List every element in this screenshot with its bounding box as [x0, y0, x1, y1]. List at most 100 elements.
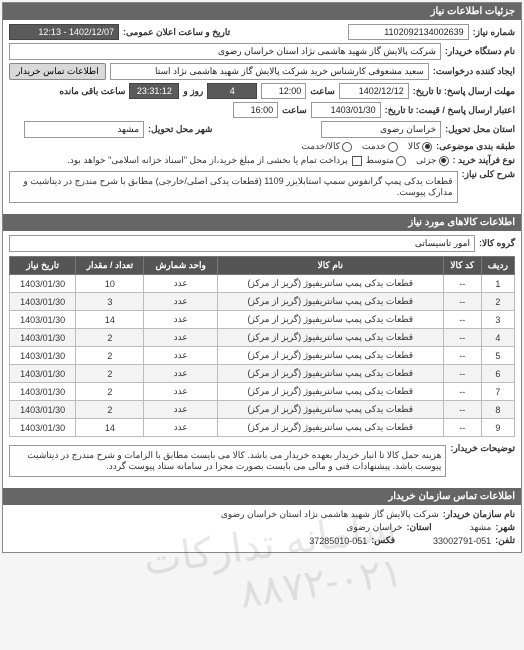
org-value: شرکت پالایش گاز شهید هاشمی نژاد استان خر…: [221, 509, 439, 520]
table-cell: عدد: [144, 365, 217, 383]
table-cell: عدد: [144, 419, 217, 437]
req-no-value: 1102092134002639: [348, 24, 468, 40]
proc-radio-group: جزئی متوسط: [366, 155, 449, 166]
proc-medium-radio[interactable]: متوسط: [366, 155, 406, 166]
goods-table: ردیفکد کالانام کالاواحد شمارشتعداد / مقد…: [9, 256, 515, 437]
notes-label: توضیحات خریدار:: [450, 443, 515, 454]
time-label-1: ساعت: [310, 86, 335, 97]
table-cell: قطعات یدکی پمپ سانتریفیوژ (گریز از مرکز): [217, 383, 443, 401]
city-value: مشهد: [24, 121, 144, 138]
buyer-value: شرکت پالایش گاز شهید هاشمی نژاد استان خر…: [9, 43, 441, 60]
table-row[interactable]: 2--قطعات یدکی پمپ سانتریفیوژ (گریز از مر…: [10, 293, 515, 311]
table-cell: قطعات یدکی پمپ سانتریفیوژ (گریز از مرکز): [217, 329, 443, 347]
table-cell: عدد: [144, 293, 217, 311]
buyer-label: نام دستگاه خریدار:: [445, 46, 515, 57]
table-row[interactable]: 7--قطعات یدکی پمپ سانتریفیوژ (گریز از مر…: [10, 383, 515, 401]
table-row[interactable]: 8--قطعات یدکی پمپ سانتریفیوژ (گریز از مر…: [10, 401, 515, 419]
pack-all-label: کالا: [408, 141, 420, 152]
proc-small-label: جزئی: [416, 155, 437, 166]
province-label: استان محل تحویل:: [445, 124, 515, 135]
proc-small-radio[interactable]: جزئی: [416, 155, 449, 166]
date-value: 1402/12/07 - 12:13: [9, 24, 119, 40]
goods-area: سامانه تدارکات ۰۲۱-۸۸۷۲ گروه کالا: امور …: [3, 231, 521, 488]
table-row[interactable]: 5--قطعات یدکی پمپ سانتریفیوژ (گریز از مر…: [10, 347, 515, 365]
table-cell: عدد: [144, 383, 217, 401]
table-cell: --: [443, 383, 481, 401]
table-cell: قطعات یدکی پمپ سانتریفیوژ (گریز از مرکز): [217, 419, 443, 437]
table-cell: 9: [481, 419, 514, 437]
footer-info: نام سازمان خریدار: شرکت پالایش گاز شهید …: [3, 505, 521, 552]
table-row[interactable]: 9--قطعات یدکی پمپ سانتریفیوژ (گریز از مر…: [10, 419, 515, 437]
proc-note: پرداخت تمام یا بخشی از مبلغ خرید،از محل …: [67, 155, 347, 166]
table-row[interactable]: 6--قطعات یدکی پمپ سانتریفیوژ (گریز از مر…: [10, 365, 515, 383]
table-cell: --: [443, 329, 481, 347]
table-cell: 1: [481, 275, 514, 293]
table-header: ردیف: [481, 257, 514, 275]
need-title-label: شرح کلی نیاز:: [462, 169, 515, 180]
radio-icon: [396, 156, 406, 166]
table-cell: 1403/01/30: [10, 275, 76, 293]
table-row[interactable]: 4--قطعات یدکی پمپ سانتریفیوژ (گریز از مر…: [10, 329, 515, 347]
table-cell: 14: [76, 419, 144, 437]
deadline-date: 1402/12/12: [339, 83, 409, 99]
table-cell: 6: [481, 365, 514, 383]
table-cell: قطعات یدکی پمپ سانتریفیوژ (گریز از مرکز): [217, 347, 443, 365]
quote-valid-date: 1403/01/30: [311, 102, 381, 118]
table-cell: 2: [76, 401, 144, 419]
table-cell: 1403/01/30: [10, 365, 76, 383]
radio-icon: [422, 142, 432, 152]
table-cell: عدد: [144, 275, 217, 293]
notes-value: هزینه حمل کالا تا انبار خریدار بعهده خری…: [9, 445, 446, 477]
table-row[interactable]: 1--قطعات یدکی پمپ سانتریفیوژ (گریز از مر…: [10, 275, 515, 293]
table-cell: 1403/01/30: [10, 419, 76, 437]
goods-header: اطلاعات کالاهای مورد نیاز: [3, 214, 521, 231]
table-cell: --: [443, 365, 481, 383]
table-cell: 1403/01/30: [10, 401, 76, 419]
table-cell: قطعات یدکی پمپ سانتریفیوژ (گریز از مرکز): [217, 311, 443, 329]
time-left: 23:31:12: [129, 83, 179, 99]
table-cell: قطعات یدکی پمپ سانتریفیوژ (گریز از مرکز): [217, 401, 443, 419]
table-cell: 1403/01/30: [10, 293, 76, 311]
pack-service-label: خدمت: [362, 141, 386, 152]
pack-all-radio[interactable]: کالا: [408, 141, 432, 152]
phone-value: 33002791-051: [433, 536, 491, 546]
table-cell: --: [443, 275, 481, 293]
table-cell: 3: [76, 293, 144, 311]
table-row[interactable]: 3--قطعات یدکی پمپ سانتریفیوژ (گریز از مر…: [10, 311, 515, 329]
table-cell: قطعات یدکی پمپ سانتریفیوژ (گریز از مرکز): [217, 365, 443, 383]
days-unit: روز و: [183, 86, 203, 97]
table-cell: 2: [76, 329, 144, 347]
table-cell: 1403/01/30: [10, 311, 76, 329]
pack-both-label: کالا/خدمت: [301, 141, 340, 152]
radio-icon: [439, 156, 449, 166]
phone-label: تلفن:: [495, 535, 515, 546]
deadline-time: 12:00: [261, 83, 306, 99]
group-label: گروه کالا:: [479, 238, 515, 249]
table-cell: --: [443, 401, 481, 419]
footer-province-label: استان:: [407, 522, 432, 533]
group-value: امور تاسیساتی: [9, 235, 475, 252]
pack-service-radio[interactable]: خدمت: [362, 141, 398, 152]
pack-radio-group: کالا خدمت کالا/خدمت: [301, 141, 432, 152]
requester-value: سعید مشعوفی کارشناس خرید شرکت پالایش گاز…: [110, 63, 429, 80]
table-header: تاریخ نیاز: [10, 257, 76, 275]
table-cell: 10: [76, 275, 144, 293]
form-area: شماره نیاز: 1102092134002639 تاریخ و ساع…: [3, 20, 521, 214]
main-panel: جزئیات اطلاعات نیاز شماره نیاز: 11020921…: [2, 2, 522, 553]
table-cell: قطعات یدکی پمپ سانتریفیوژ (گریز از مرکز): [217, 275, 443, 293]
pack-label: طبقه بندی موضوعی:: [436, 141, 515, 152]
table-cell: 8: [481, 401, 514, 419]
table-cell: 14: [76, 311, 144, 329]
req-no-label: شماره نیاز:: [473, 27, 515, 38]
table-cell: 2: [76, 383, 144, 401]
requester-label: ایجاد کننده درخواست:: [433, 66, 515, 77]
city-label: شهر محل تحویل:: [148, 124, 212, 135]
treasury-checkbox[interactable]: [352, 156, 362, 166]
fax-value: 37285010-051: [309, 536, 367, 546]
pack-both-radio[interactable]: کالا/خدمت: [301, 141, 352, 152]
table-cell: عدد: [144, 401, 217, 419]
table-cell: قطعات یدکی پمپ سانتریفیوژ (گریز از مرکز): [217, 293, 443, 311]
need-title-value: قطعات یدکی پمپ گرانفوس سمپ استابلایزر 11…: [9, 171, 458, 203]
contact-button[interactable]: اطلاعات تماس خریدار: [9, 63, 106, 80]
table-cell: 2: [76, 365, 144, 383]
